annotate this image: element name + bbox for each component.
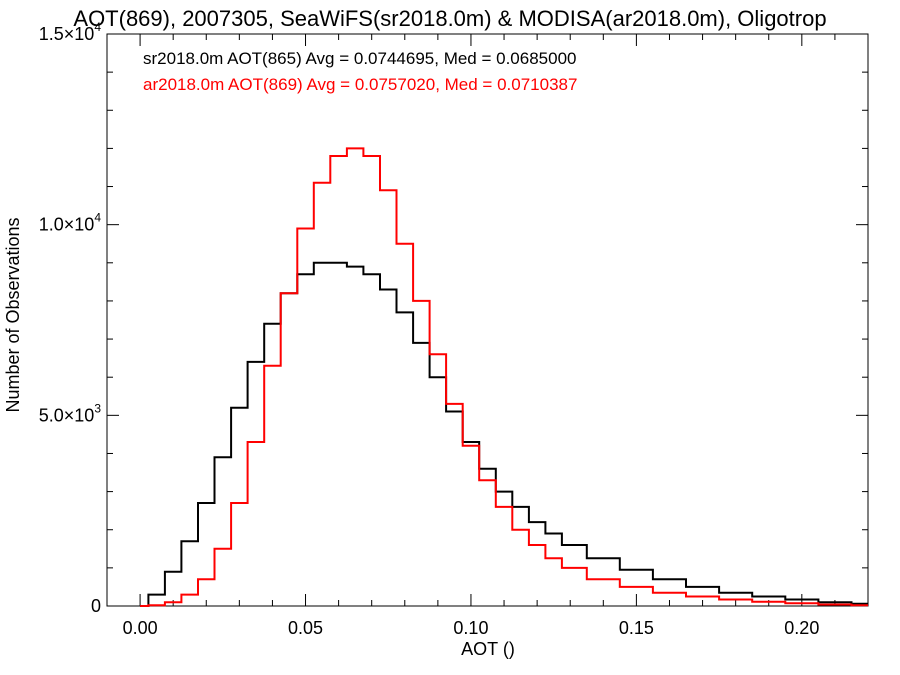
- plot-frame: [106, 33, 869, 607]
- series-line-2: [140, 147, 868, 607]
- legend-entry-2: ar2018.0m AOT(869) Avg = 0.0757020, Med …: [143, 75, 577, 94]
- series-layer: [140, 147, 868, 607]
- y-axis: 0 5.0×103 1.0×104 1.5×104: [39, 20, 868, 616]
- y-tick-label: 5.0×103: [39, 401, 102, 425]
- x-tick-label: 0.15: [619, 618, 654, 638]
- y-axis-label: Number of Observations: [3, 217, 23, 412]
- series-line-1: [140, 261, 868, 607]
- x-tick-label: 0.05: [288, 618, 323, 638]
- y-tick-label: 1.5×104: [39, 20, 102, 44]
- x-axis: 0.00 0.05 0.10 0.15 0.20: [123, 34, 869, 638]
- x-axis-label: AOT (): [461, 639, 515, 659]
- chart-title: AOT(869), 2007305, SeaWiFS(sr2018.0m) & …: [73, 6, 826, 31]
- y-tick-label: 0: [91, 596, 101, 616]
- legend: sr2018.0m AOT(865) Avg = 0.0744695, Med …: [143, 49, 577, 94]
- x-tick-label: 0.00: [123, 618, 158, 638]
- x-tick-label: 0.10: [453, 618, 488, 638]
- legend-entry-1: sr2018.0m AOT(865) Avg = 0.0744695, Med …: [143, 49, 577, 68]
- y-tick-label: 1.0×104: [39, 211, 102, 235]
- plot-area: [106, 33, 869, 607]
- x-tick-label: 0.20: [784, 618, 819, 638]
